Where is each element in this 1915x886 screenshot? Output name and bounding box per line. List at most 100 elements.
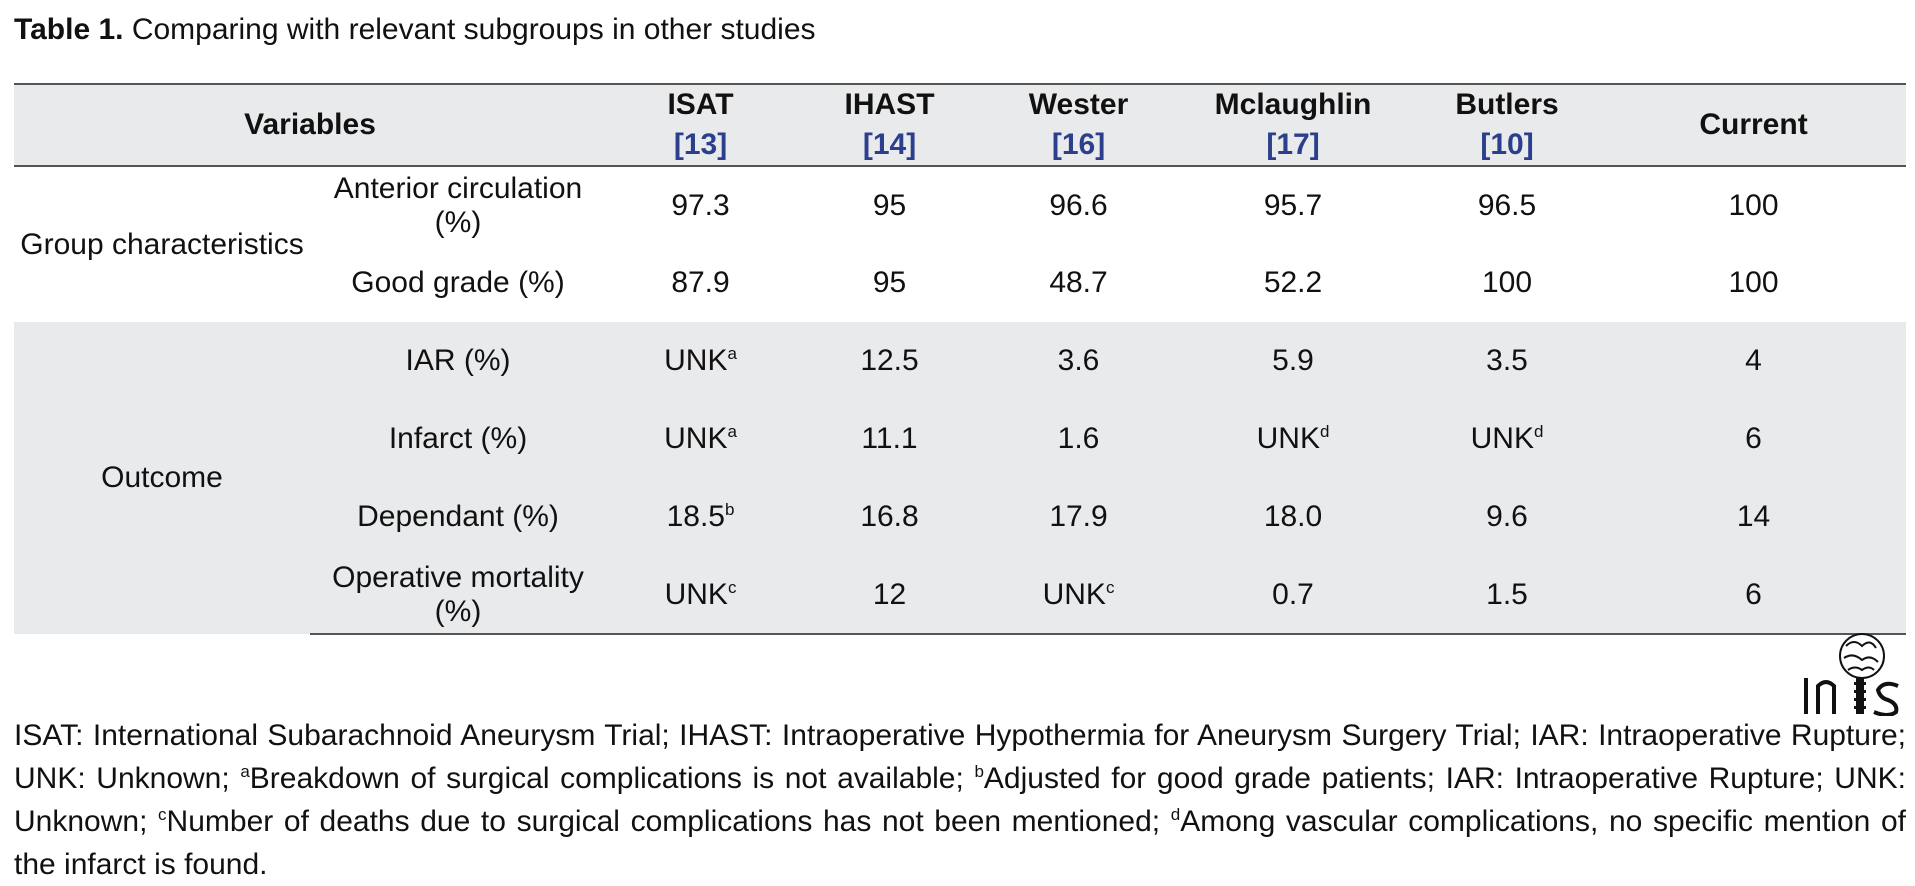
cell-value: 18.0: [1263, 500, 1323, 533]
study-ref-link[interactable]: [17]: [1266, 128, 1320, 161]
cell-value: 100: [1728, 188, 1779, 222]
header-variables: Variables: [14, 83, 607, 167]
table-cell: 1.6: [984, 400, 1173, 478]
cell-value: 95: [872, 188, 907, 222]
header-study: Butlers [10]: [1413, 83, 1602, 167]
table-cell: 9.6: [1413, 478, 1601, 556]
footnote-marker: c: [727, 577, 737, 597]
outcome-section: Outcome IAR (%) UNKa 12.5 3.6 5.9 3.5 4 Infarct …: [14, 322, 1907, 635]
cell-value: 5.9: [1272, 344, 1314, 377]
variable-label: IAR (%): [405, 344, 511, 377]
study-ref-link[interactable]: [16]: [1051, 128, 1106, 161]
footnote-marker: b: [724, 500, 735, 519]
footnote-marker: d: [1319, 422, 1330, 441]
study-ref-link[interactable]: [10]: [1480, 128, 1534, 161]
table-footnote: ISAT: International Subarachnoid Aneurys…: [14, 714, 1906, 886]
spine-icon: [1854, 678, 1866, 714]
table-cell: 95.7: [1173, 166, 1413, 244]
table-row: Good grade (%) 87.9 95 48.7 52.2 100 100: [14, 244, 1906, 322]
header-row: Variables ISAT [13] IHAST [14] Wester [16] …: [14, 83, 1907, 167]
table-cell: UNKa: [606, 400, 795, 478]
table-cell: UNKc: [606, 556, 796, 635]
cell-value: 95: [872, 266, 907, 299]
table-cell: 4: [1601, 322, 1906, 400]
study-name: Mclaughlin: [1214, 88, 1372, 121]
table-cell: 6: [1601, 556, 1907, 635]
variable-label: Dependant (%): [357, 500, 559, 533]
table-cell: 97.3: [606, 166, 795, 244]
cell-value: 87.9: [671, 266, 730, 299]
logo-letters: [1804, 678, 1899, 716]
header-study: IHAST [14]: [795, 83, 985, 167]
cell-value: 96.5: [1477, 188, 1537, 222]
table-cell: UNKd: [1413, 400, 1601, 478]
footnote-marker: c: [158, 805, 167, 824]
ins-logo: [1804, 633, 1899, 716]
table-cell: 3.5: [1413, 322, 1601, 400]
caption-label: Table 1.: [14, 13, 124, 46]
table-cell: 87.9: [606, 244, 795, 322]
variable-label: Good grade (%): [351, 266, 565, 299]
table-cell: 100: [1413, 244, 1601, 322]
table-cell: 18.0: [1173, 478, 1413, 556]
cell-value: 100: [1481, 266, 1533, 299]
table-cell: 6: [1601, 400, 1906, 478]
study-name: Wester: [1028, 88, 1129, 121]
table-row: Group characteristics Anterior circulatio…: [14, 166, 1906, 261]
cell-value: 9.6: [1486, 500, 1528, 533]
table-cell: 5.9: [1173, 322, 1413, 400]
footnote-marker: a: [727, 422, 737, 441]
table-cell: UNKd: [1173, 400, 1413, 478]
study-ref-link[interactable]: [13]: [673, 128, 728, 161]
footnote-abbreviations: ISAT: International Subarachnoid Aneurys…: [14, 719, 1906, 795]
variable-label: Operative mortality (%): [310, 556, 607, 635]
footnote-marker: c: [1105, 577, 1115, 597]
footnote-marker: d: [1170, 805, 1181, 824]
footnote-marker: d: [1533, 422, 1544, 441]
table-cell: 95: [795, 166, 984, 244]
table-cell: 95: [795, 244, 984, 322]
footnote-marker: b: [974, 762, 984, 781]
cell-value: 100: [1728, 266, 1779, 299]
cell-value: UNK: [664, 344, 728, 377]
table-row: Infarct (%) UNKa 11.1 1.6 UNKd UNKd 6: [14, 400, 1907, 478]
caption-text: Comparing with relevant subgroups in oth…: [123, 13, 816, 46]
study-name: ISAT: [667, 88, 734, 121]
table-cell: 48.7: [984, 244, 1173, 322]
brain-icon: [1839, 633, 1885, 679]
table-cell: 18.5b: [606, 478, 795, 556]
variable-label: Infarct (%): [388, 422, 528, 455]
table-cell: 3.6: [984, 322, 1173, 400]
group-characteristics-section: Group characteristics Anterior circulatio…: [14, 166, 1906, 322]
cell-value: 16.8: [860, 500, 919, 533]
table-caption: Table 1. Comparing with relevant subgrou…: [14, 10, 816, 50]
cell-value: 1.6: [1057, 422, 1100, 455]
table-cell: 0.7: [1173, 556, 1414, 635]
cell-value: 95.7: [1263, 188, 1323, 222]
cell-value: 12.5: [860, 344, 919, 377]
cell-value: 96.6: [1049, 188, 1108, 222]
group-label: Outcome: [101, 461, 223, 494]
footnote-marker: a: [727, 344, 737, 363]
footnote-note-d: Among vascular complications, no specifi…: [14, 805, 1906, 881]
study-ref-link[interactable]: [14]: [862, 128, 917, 161]
table-row: Dependant (%) 18.5b 16.8 17.9 18.0 9.6 14: [14, 478, 1907, 556]
table-row: Operative mortality (%) UNKc 12 UNKc 0.7 1.5 6: [14, 556, 1907, 635]
cell-value: UNK: [664, 422, 728, 455]
table-cell: 12: [795, 556, 985, 635]
table-cell: 16.8: [795, 478, 984, 556]
cell-value: 11.1: [861, 422, 918, 455]
footnote-note-c: Number of deaths due to surgical complic…: [166, 805, 1171, 838]
table-cell: 14: [1601, 478, 1906, 556]
cell-value: UNK: [1256, 422, 1320, 455]
variable-label: Anterior circulation (%): [333, 171, 583, 239]
header-current: Current: [1601, 83, 1907, 167]
footnote-note-b: Adjusted for good grade patients; IAR: I…: [14, 762, 1906, 838]
cell-value: 3.6: [1057, 344, 1100, 377]
cell-value: UNK: [664, 577, 728, 611]
cell-value: 97.3: [671, 188, 730, 222]
cell-value: 3.5: [1486, 344, 1528, 377]
header-study: ISAT [13]: [606, 83, 796, 167]
cell-value: 4: [1745, 344, 1762, 377]
table-cell: UNKc: [984, 556, 1174, 635]
